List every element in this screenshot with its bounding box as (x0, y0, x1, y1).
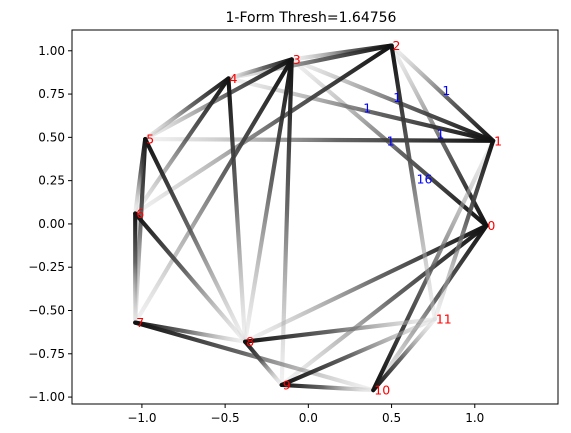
x-tick-label: 0.0 (299, 411, 318, 425)
edge-3-8 (242, 57, 294, 344)
y-tick-label: 0.75 (38, 87, 65, 101)
edge-10-11 (371, 317, 437, 393)
edge-7-10 (133, 320, 376, 393)
edge-label-0: 1 (442, 83, 450, 98)
node-label-5: 5 (146, 132, 154, 147)
edge-label-2: 1 (363, 100, 371, 115)
edge-3-7 (133, 57, 294, 325)
node-label-10: 10 (374, 383, 390, 398)
edge-label-1: 1 (393, 90, 401, 105)
edge-2-4 (226, 43, 394, 81)
node-label-1: 1 (494, 133, 502, 148)
node-label-11: 11 (436, 312, 452, 327)
y-tick-label: −1.00 (28, 390, 65, 404)
x-tick-label: 1.0 (465, 411, 484, 425)
y-tick-label: −0.75 (28, 347, 65, 361)
edge-2-6 (133, 43, 394, 216)
y-tick-label: 1.00 (38, 44, 65, 58)
edge-0-3 (289, 57, 489, 228)
edge-3-4 (226, 57, 294, 81)
edge-label-3: 1 (437, 126, 445, 141)
edge-2-11 (389, 43, 437, 322)
y-tick-label: 0.25 (38, 174, 65, 188)
edge-4-8 (226, 76, 248, 344)
edge-6-8 (133, 211, 248, 344)
edge-4-5 (143, 76, 231, 142)
y-tick-label: 0.00 (38, 217, 65, 231)
edge-label-4: 1 (387, 133, 395, 148)
node-label-6: 6 (136, 206, 144, 221)
edge-8-9 (242, 339, 284, 388)
edge-label-5: 16 (417, 171, 433, 186)
edge-0-10 (371, 223, 489, 393)
edge-labels-layer: 1 1 1 1 1 16 (363, 83, 450, 186)
plot-frame (71, 29, 559, 405)
node-label-3: 3 (293, 52, 301, 67)
edge-9-11 (279, 317, 437, 388)
node-label-4: 4 (229, 71, 237, 86)
edge-1-5 (143, 136, 496, 143)
node-label-9: 9 (283, 377, 291, 392)
edge-1-11 (432, 138, 496, 322)
edge-1-2 (389, 43, 496, 143)
edge-3-9 (279, 57, 294, 388)
x-axis: −1.0 −0.5 0.0 0.5 1.0 (127, 404, 484, 425)
y-tick-label: −0.25 (28, 260, 65, 274)
node-label-7: 7 (136, 315, 144, 330)
edges-layer (133, 43, 496, 393)
edge-0-2 (389, 43, 489, 228)
edge-5-6 (133, 136, 148, 216)
edge-9-10 (279, 382, 376, 393)
y-tick-label: −0.50 (28, 304, 65, 318)
y-axis: −1.00 −0.75 −0.50 −0.25 0.00 0.25 0.50 0.75 1.00 (28, 44, 72, 404)
edge-8-11 (242, 317, 437, 344)
node-label-8: 8 (246, 334, 254, 349)
edge-1-10 (371, 138, 496, 393)
edge-0-9 (279, 223, 489, 388)
x-tick-label: −0.5 (211, 411, 240, 425)
edge-5-8 (143, 136, 248, 344)
node-label-0: 0 (487, 218, 495, 233)
node-label-2: 2 (393, 38, 401, 53)
chart-title: 1-Form Thresh=1.64756 (226, 10, 397, 26)
edge-4-6 (133, 76, 231, 216)
edge-1-3 (289, 57, 496, 143)
x-tick-label: −1.0 (127, 411, 156, 425)
x-tick-label: 0.5 (382, 411, 401, 425)
y-tick-label: 0.50 (38, 130, 65, 144)
edge-3-5 (143, 57, 294, 142)
